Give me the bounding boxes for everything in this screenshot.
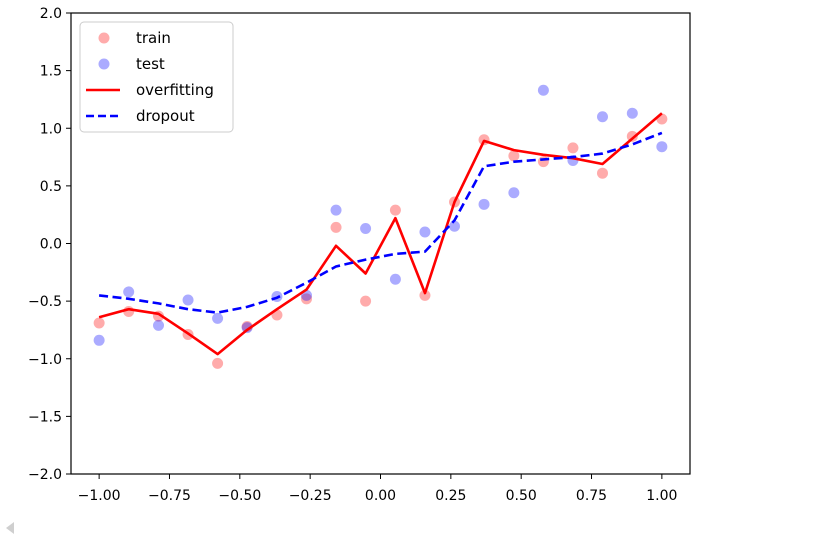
legend-marker-test <box>98 58 110 70</box>
test-point <box>419 226 431 238</box>
test-point <box>182 294 194 306</box>
test-point <box>508 187 520 199</box>
legend-box <box>79 21 234 133</box>
train-point <box>93 317 105 329</box>
test-point <box>656 141 668 153</box>
y-tick-label: −1.0 <box>28 352 62 368</box>
test-point <box>241 322 253 334</box>
dropout-line <box>98 131 663 314</box>
train-point <box>212 357 224 369</box>
train-point <box>567 142 579 154</box>
test-point <box>626 107 638 119</box>
legend-label-overfitting: overfitting <box>136 81 214 99</box>
legend-marker-train <box>98 32 110 44</box>
y-axis: −2.0 −1.5 −1.0 −0.5 0.0 0.5 1.0 1.5 2.0 <box>28 6 71 483</box>
test-point <box>330 204 342 216</box>
test-point <box>448 220 460 232</box>
y-tick-label: 1.5 <box>40 64 62 80</box>
legend-label-train: train <box>136 29 171 47</box>
legend: train test overfitting dropout <box>79 21 234 133</box>
legend-label-dropout: dropout <box>136 107 195 125</box>
test-point <box>123 286 135 298</box>
test-point <box>537 84 549 96</box>
x-tick-label: −1.00 <box>78 488 121 504</box>
line-series <box>98 112 663 356</box>
x-tick-label: 0.75 <box>576 488 607 504</box>
train-point <box>626 130 638 142</box>
test-point <box>153 319 165 331</box>
test-point <box>478 198 490 210</box>
test-series <box>93 84 668 346</box>
plot-frame <box>70 12 691 475</box>
x-tick-label: 0.25 <box>435 488 466 504</box>
train-point <box>389 204 401 216</box>
legend-label-test: test <box>136 55 165 73</box>
x-tick-label: −0.50 <box>218 488 261 504</box>
y-tick-label: −2.0 <box>28 467 62 483</box>
y-tick-label: 0.0 <box>40 237 62 253</box>
y-tick-label: 2.0 <box>40 6 62 22</box>
test-point <box>360 223 372 235</box>
y-tick-label: −1.5 <box>28 409 62 425</box>
y-tick-label: 1.0 <box>40 121 62 137</box>
x-tick-label: −0.75 <box>148 488 191 504</box>
y-tick-label: 0.5 <box>40 179 62 195</box>
x-tick-label: −0.25 <box>289 488 332 504</box>
x-axis: −1.00 −0.75 −0.50 −0.25 0.00 0.25 0.50 0.75 1.00 <box>78 474 677 504</box>
test-point <box>93 334 105 346</box>
x-tick-label: 1.00 <box>646 488 677 504</box>
scroll-left-arrow-icon[interactable] <box>6 522 14 534</box>
y-tick-label: −0.5 <box>28 294 62 310</box>
x-tick-label: 0.00 <box>365 488 396 504</box>
train-point <box>330 221 342 233</box>
train-point <box>301 293 313 305</box>
x-tick-label: 0.50 <box>506 488 537 504</box>
train-point <box>596 167 608 179</box>
train-point <box>508 150 520 162</box>
train-point <box>419 289 431 301</box>
train-point <box>360 295 372 307</box>
test-point <box>389 273 401 285</box>
test-point <box>212 312 224 324</box>
test-point <box>596 111 608 123</box>
